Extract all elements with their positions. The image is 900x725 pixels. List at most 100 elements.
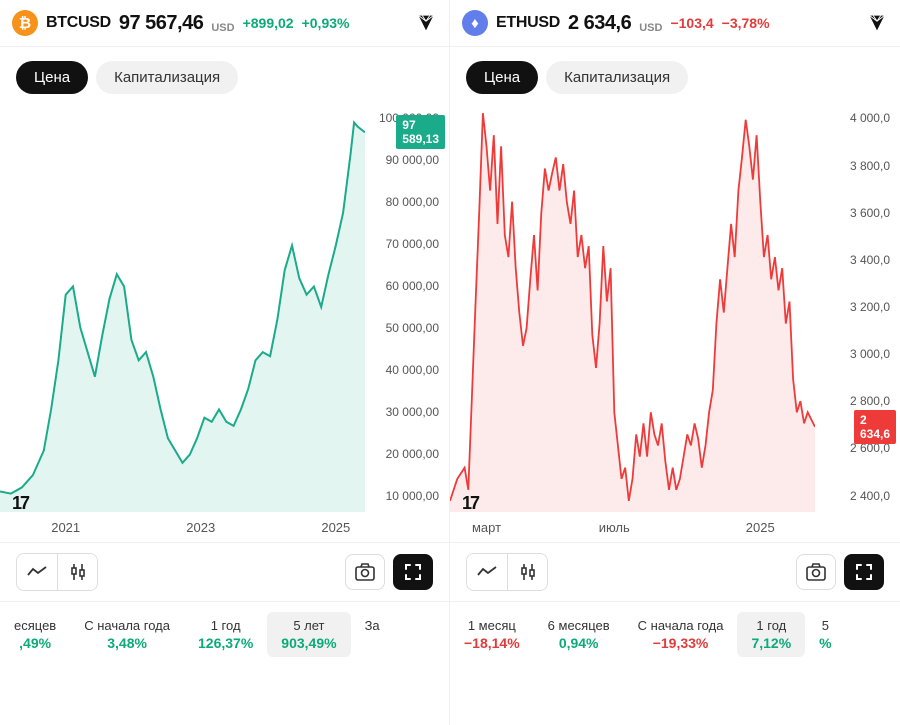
y-tick: 3 000,0: [850, 347, 890, 361]
period-option[interactable]: 1 месяц −18,14%: [450, 612, 534, 657]
price-chart: [450, 102, 815, 512]
tab-price[interactable]: Цена: [16, 61, 88, 94]
tradingview-logo: 17: [462, 493, 478, 514]
y-tick: 2 400,0: [850, 489, 890, 503]
period-value: 903,49%: [281, 635, 336, 651]
period-value: −19,33%: [653, 635, 709, 651]
period-label: 5 лет: [281, 618, 336, 633]
coin-icon: ₿: [12, 10, 38, 36]
x-tick: 2021: [51, 520, 80, 535]
currency-label: USD: [211, 22, 234, 34]
period-label: 1 год: [751, 618, 791, 633]
chart-toolbar: [450, 542, 900, 602]
currency-label: USD: [639, 22, 662, 34]
period-option[interactable]: С начала года −19,33%: [624, 612, 738, 657]
y-tick: 50 000,00: [386, 321, 439, 335]
x-tick: 2023: [186, 520, 215, 535]
period-option[interactable]: 1 год126,37%: [184, 612, 267, 657]
period-option[interactable]: С начала года 3,48%: [70, 612, 184, 657]
chart-type-group: [466, 553, 548, 591]
period-label: 5: [819, 618, 831, 633]
snapshot-button[interactable]: [796, 554, 836, 590]
change-pct: −3,78%: [722, 15, 770, 31]
y-tick: 40 000,00: [386, 363, 439, 377]
ticker-header: ₿ BTCUSD 97 567,46 USD +899,02 +0,93%: [0, 0, 449, 47]
period-option[interactable]: 5%: [805, 612, 845, 657]
snapshot-button[interactable]: [345, 554, 385, 590]
period-value: 3,48%: [107, 635, 147, 651]
period-value: 126,37%: [198, 635, 253, 651]
chart-tabs: ЦенаКапитализация: [450, 47, 900, 102]
current-price-tag: 2 634,6: [854, 410, 896, 444]
y-tick: 60 000,00: [386, 279, 439, 293]
y-tick: 3 200,0: [850, 300, 890, 314]
period-value: 0,94%: [559, 635, 599, 651]
line-chart-button[interactable]: [467, 554, 507, 590]
diamond-icon[interactable]: [415, 12, 437, 34]
y-tick: 30 000,00: [386, 405, 439, 419]
line-chart-button[interactable]: [17, 554, 57, 590]
period-option[interactable]: За: [351, 612, 394, 657]
y-tick: 2 800,0: [850, 394, 890, 408]
ticker-symbol[interactable]: ETHUSD: [496, 14, 560, 32]
current-price-tag: 97 589,13: [396, 115, 445, 149]
tradingview-logo: 17: [12, 493, 28, 514]
price-chart: [0, 102, 365, 512]
chart-area[interactable]: 100 000,0090 000,0080 000,0070 000,0060 …: [0, 102, 449, 542]
x-tick: июль: [599, 520, 630, 535]
fullscreen-button[interactable]: [393, 554, 433, 590]
ticker-header: ♦ ETHUSD 2 634,6 USD −103,4 −3,78%: [450, 0, 900, 47]
y-tick: 3 600,0: [850, 206, 890, 220]
y-tick: 10 000,00: [386, 489, 439, 503]
change-abs: −103,4: [670, 15, 713, 31]
x-axis: 2021 2023 2025: [0, 520, 369, 542]
change-pct: +0,93%: [302, 15, 350, 31]
period-value: %: [819, 635, 831, 651]
period-value: −18,14%: [464, 635, 520, 651]
period-label: С начала года: [638, 618, 724, 633]
y-tick: 90 000,00: [386, 153, 439, 167]
period-label: 6 месяцев: [548, 618, 610, 633]
y-tick: 4 000,0: [850, 111, 890, 125]
chart-area[interactable]: 4 000,0 3 800,0 3 600,0 3 400,0 3 200,0 3 000…: [450, 102, 900, 542]
coin-icon: ♦: [462, 10, 488, 36]
chart-type-group: [16, 553, 98, 591]
fullscreen-button[interactable]: [844, 554, 884, 590]
period-value: 7,12%: [751, 635, 791, 651]
y-tick: 20 000,00: [386, 447, 439, 461]
x-tick: 2025: [746, 520, 775, 535]
period-label: 1 месяц: [464, 618, 520, 633]
period-option[interactable]: 5 лет 903,49%: [267, 612, 350, 657]
panel-eth: ♦ ETHUSD 2 634,6 USD −103,4 −3,78% ЦенаКапитал…: [450, 0, 900, 725]
period-option[interactable]: есяцев ,49%: [0, 612, 70, 657]
y-tick: 70 000,00: [386, 237, 439, 251]
change-abs: +899,02: [243, 15, 294, 31]
panel-btc: ₿ BTCUSD 97 567,46 USD +899,02 +0,93% ЦенаКапи…: [0, 0, 450, 725]
period-label: С начала года: [84, 618, 170, 633]
ticker-symbol[interactable]: BTCUSD: [46, 14, 111, 32]
period-label: есяцев: [14, 618, 56, 633]
candle-chart-button[interactable]: [507, 554, 547, 590]
y-tick: 80 000,00: [386, 195, 439, 209]
period-label: За: [365, 618, 380, 633]
x-tick: 2025: [321, 520, 350, 535]
ticker-price: 2 634,6: [568, 12, 631, 35]
period-value: ,49%: [19, 635, 51, 651]
y-tick: 3 800,0: [850, 159, 890, 173]
ticker-price: 97 567,46: [119, 12, 203, 35]
x-axis: март июль 2025: [450, 520, 820, 542]
tab-marketcap[interactable]: Капитализация: [96, 61, 238, 94]
tab-marketcap[interactable]: Капитализация: [546, 61, 688, 94]
crypto-dashboard: ₿BTCUSD97 567,46USD+899,02+0,93%ЦенаКапи…: [0, 0, 900, 725]
diamond-icon[interactable]: [866, 12, 888, 34]
period-selector: 1 месяц −18,14% 6 месяцев 0,94% С начала год…: [450, 602, 900, 667]
y-tick: 3 400,0: [850, 253, 890, 267]
candle-chart-button[interactable]: [57, 554, 97, 590]
chart-tabs: ЦенаКапитализация: [0, 47, 449, 102]
period-selector: есяцев ,49% С начала года 3,48% 1 год126,37%…: [0, 602, 449, 667]
period-option[interactable]: 1 год 7,12%: [737, 612, 805, 657]
period-option[interactable]: 6 месяцев 0,94%: [534, 612, 624, 657]
x-tick: март: [472, 520, 501, 535]
chart-toolbar: [0, 542, 449, 602]
tab-price[interactable]: Цена: [466, 61, 538, 94]
